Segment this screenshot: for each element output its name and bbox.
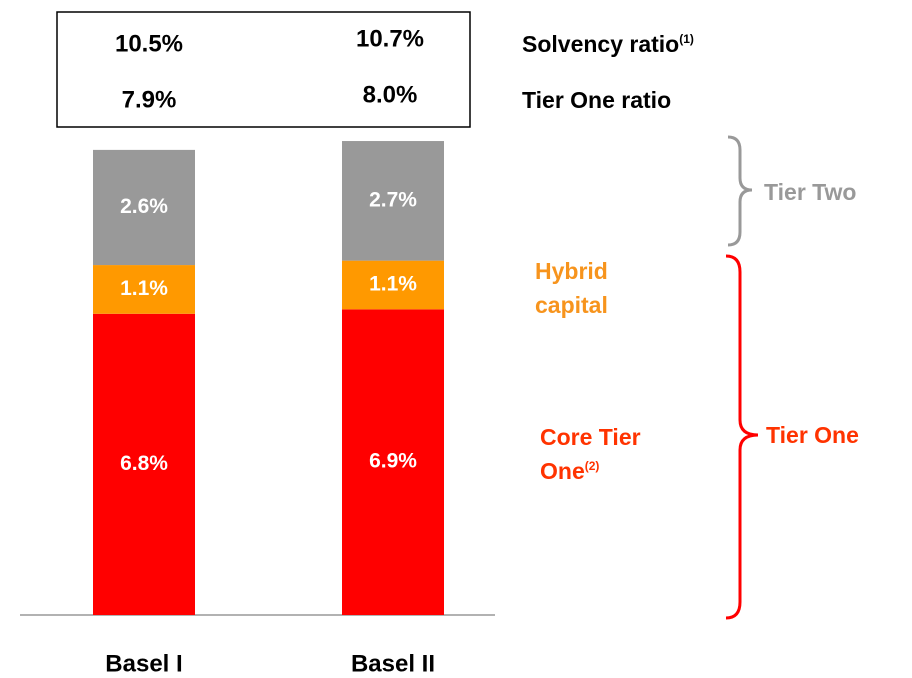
group-label: Tier One <box>766 422 859 448</box>
value-label: 2.6% <box>120 195 168 218</box>
bar-segment <box>93 265 195 314</box>
ratio-name: Solvency ratio <box>522 31 680 57</box>
x-tick-label: Basel I <box>105 650 182 677</box>
series-label: Core Tier One(2) <box>540 420 642 488</box>
value-label: 6.9% <box>369 450 417 473</box>
ratio-name: Tier One ratio <box>522 87 672 113</box>
value-label: 1.1% <box>120 277 168 300</box>
footnote-mark: (1) <box>679 32 694 46</box>
value-label: 1.1% <box>369 273 417 296</box>
bar-segment <box>342 309 444 615</box>
series-name: Hybrid capital <box>535 258 608 318</box>
bar-segment <box>342 260 444 310</box>
x-tick-label: Basel II <box>351 650 435 677</box>
value-label: 6.8% <box>120 452 168 475</box>
bar-segment <box>342 141 444 261</box>
bar-segment <box>93 313 195 615</box>
ratio-value: 7.9% <box>122 86 177 113</box>
brace-tier-one <box>725 254 759 620</box>
group-label: Tier Two <box>764 179 857 205</box>
ratio-value: 8.0% <box>363 81 418 108</box>
series-label: Hybrid capital <box>535 254 635 322</box>
ratio-box <box>56 11 471 128</box>
series-name: Core Tier One <box>540 424 641 484</box>
brace-tier-two <box>727 135 753 247</box>
ratio-label: Solvency ratio(1) <box>522 27 694 61</box>
value-label: 2.7% <box>369 188 417 211</box>
footnote-mark: (2) <box>584 459 600 473</box>
ratio-value: 10.5% <box>115 30 183 57</box>
ratio-label: Tier One ratio <box>522 83 671 117</box>
ratio-value: 10.7% <box>356 25 424 52</box>
bar-segment <box>93 149 195 266</box>
